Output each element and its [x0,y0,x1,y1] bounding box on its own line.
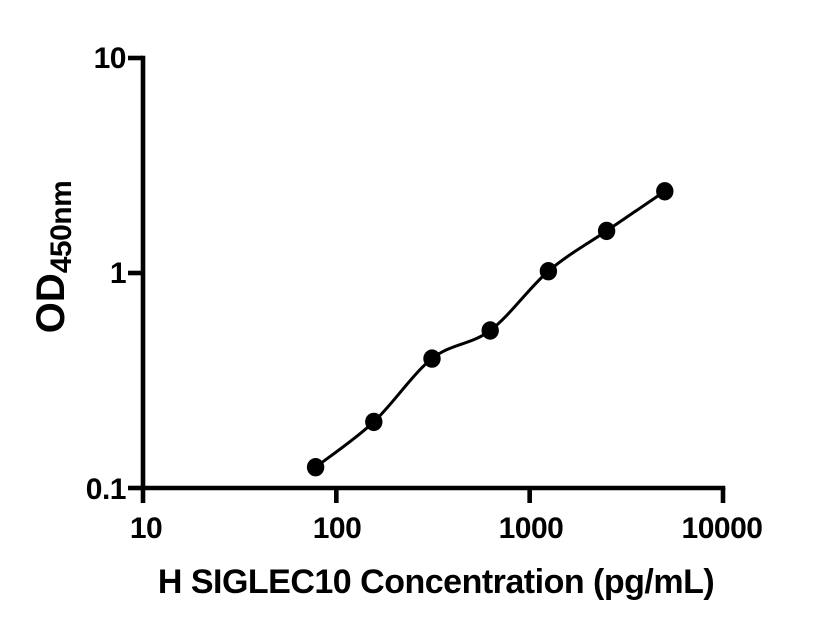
data-point-marker [656,182,674,201]
data-point-marker [423,349,441,368]
y-tick-label-1: 1 [109,257,127,290]
y-axis-title-text: OD [29,273,73,334]
y-axis-title-subscript: 450nm [45,180,78,274]
y-tick-label-10: 10 [93,42,127,75]
data-point-marker [597,221,616,241]
y-tick-label-0p1: 0.1 [85,473,127,506]
x-tick-label-100: 100 [312,512,362,545]
x-axis-title-text: H SIGLEC10 Concentration (pg/mL) [157,563,715,601]
x-tick-label-10000: 10000 [681,512,763,545]
x-tick-label-10: 10 [129,512,163,545]
data-point-marker [481,321,499,340]
data-point-marker [306,458,325,477]
x-axis-title: H SIGLEC10 Concentration (pg/mL) [157,563,715,601]
data-point-marker [365,412,383,432]
data-point-marker [539,262,558,281]
x-tick-label-1000: 1000 [498,512,564,545]
y-axis-title: OD450nm [29,180,78,334]
